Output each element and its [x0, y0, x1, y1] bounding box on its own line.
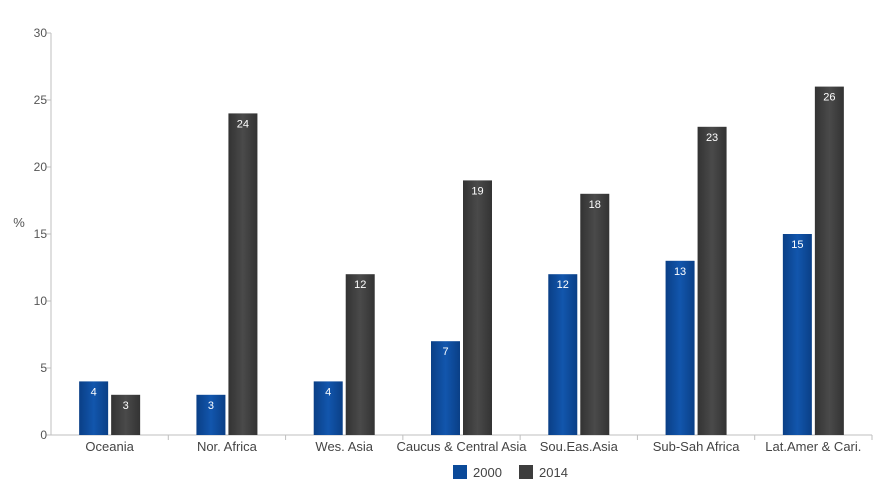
- bar-2000-2: [313, 381, 343, 435]
- data-label: 15: [791, 239, 803, 251]
- data-label: 24: [237, 118, 249, 130]
- legend-label: 2000: [473, 465, 502, 480]
- bar-2000-0: [79, 381, 109, 435]
- data-label: 4: [91, 386, 97, 398]
- bar-2014-6: [814, 86, 844, 435]
- bar-2014-3: [463, 180, 492, 435]
- data-label: 12: [354, 279, 366, 291]
- data-label: 18: [589, 199, 601, 211]
- legend-swatch-2000: [453, 465, 467, 479]
- data-label: 3: [123, 400, 129, 412]
- y-tick-label: 10: [34, 294, 48, 308]
- bar-2014-1: [228, 113, 258, 436]
- bar-2014-4: [580, 193, 610, 435]
- y-tick-label: 30: [34, 26, 48, 40]
- x-tick-label: Nor. Africa: [197, 439, 258, 454]
- legend: 2000 2014: [453, 465, 568, 480]
- data-label: 13: [674, 266, 686, 278]
- legend-swatch-2014: [519, 465, 533, 479]
- x-tick-label: Caucus & Central Asia: [396, 439, 527, 454]
- x-tick-label: Lat.Amer & Cari.: [765, 439, 861, 454]
- bar-2000-3: [431, 341, 460, 435]
- bar-2014-2: [345, 274, 375, 435]
- axes: 0 5 10 15 20 25 30% Oceania Nor. Africa Wes. Asia…: [13, 26, 873, 454]
- x-tick-label: Sou.Eas.Asia: [540, 439, 619, 454]
- data-label: 4: [325, 386, 331, 398]
- data-label: 7: [442, 346, 448, 358]
- data-label: 19: [471, 185, 483, 197]
- y-tick-label: 25: [34, 93, 48, 107]
- y-tick-label: 20: [34, 160, 48, 174]
- y-tick-label: 15: [34, 227, 48, 241]
- bar-2014-5: [697, 126, 727, 436]
- bar-2014-0: [111, 394, 141, 435]
- x-tick-label: Oceania: [85, 439, 134, 454]
- data-labels: 4 3 3 24 4 12 7 19 12 18 13 23 15 26: [91, 92, 836, 412]
- data-label: 23: [706, 132, 718, 144]
- x-tick-label: Sub-Sah Africa: [653, 439, 740, 454]
- data-label: 12: [557, 279, 569, 291]
- bars: [79, 86, 844, 436]
- bar-2000-4: [548, 274, 578, 435]
- x-tick-label: Wes. Asia: [315, 439, 373, 454]
- y-axis-label: %: [13, 215, 25, 230]
- bar-2000-5: [665, 260, 695, 435]
- y-tick-label: 5: [40, 361, 47, 375]
- bar-2000-6: [782, 234, 812, 435]
- data-label: 3: [208, 400, 214, 412]
- y-tick-label: 0: [40, 428, 47, 442]
- data-label: 26: [823, 92, 835, 104]
- legend-label: 2014: [539, 465, 568, 480]
- bar-2000-1: [196, 394, 226, 435]
